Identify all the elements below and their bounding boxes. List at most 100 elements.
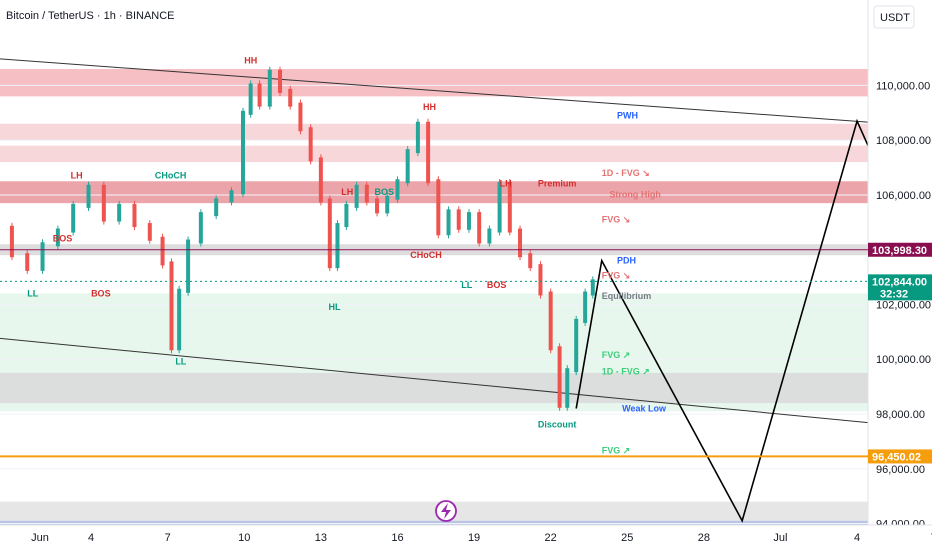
level-tag-current[interactable] [868,274,932,301]
candle-body [557,346,562,408]
candle-body [335,223,340,269]
zone-gray-support [0,372,868,404]
annotation-label: Discount [538,420,577,430]
trendline-1 [0,58,932,128]
annotation-label: LL [27,288,38,298]
y-tick-label: 98,000.00 [876,409,925,421]
zone-top-supply [0,69,868,97]
candle-body [583,291,588,323]
price-layer [9,66,595,411]
candle-body [477,212,482,244]
projection-layer [575,118,932,523]
annotation-label: LH [71,171,83,181]
candle-body [117,203,122,222]
annotation-label: HH [423,102,436,112]
x-tick-label: 25 [621,532,633,544]
x-tick-label: Jun [31,532,49,544]
y-tick-label: 110,000.00 [876,80,930,92]
currency-label: USDT [880,12,910,24]
annotation-label: CHoCH [155,171,187,181]
x-tick-label: 4 [88,532,94,544]
annotation-label: FVG ↘ [602,270,631,280]
x-tick-label: 16 [391,532,403,544]
annotation-label: LH [500,179,512,189]
lightning-icon[interactable] [435,500,457,522]
annotation-label: Strong High [609,190,661,200]
annotation-label: BOS [91,288,111,298]
candle-body [518,228,523,258]
candle-body [288,88,293,107]
candle-body [466,212,471,230]
x-tick-label: 7 [165,532,171,544]
candle-body [426,121,431,184]
time-axis[interactable]: Jun4710131619222528Jul471013 [31,532,932,544]
candle-body [354,184,359,208]
annotation-label: PDH [617,255,636,265]
zone-pwh-zone [0,123,868,141]
price-axis-bg[interactable] [868,0,932,525]
x-tick-label: 13 [315,532,327,544]
x-tick-label: 22 [545,532,557,544]
annotation-label: BOS [374,187,394,197]
candle-body [538,264,543,296]
x-tick-label: 7 [931,532,932,544]
candle-body [40,242,45,271]
candle-body [240,110,245,195]
level-tag-level-maroon[interactable] [868,242,932,257]
x-tick-label: 19 [468,532,480,544]
y-tick-label: 100,000.00 [876,354,931,366]
candle-body [364,184,369,203]
candle-body [318,157,323,203]
candle-body [147,223,152,241]
candle-body [160,236,165,266]
annotation-label: LL [461,280,472,290]
annotation-label: Weak Low [622,403,667,413]
annotation-label: LH [341,187,353,197]
candle-body [395,179,400,200]
candle-body [132,203,137,228]
annotation-label: 1D - FVG ↗ [602,366,650,376]
candle-body [9,225,14,258]
chart-title: Bitcoin / TetherUS · 1h · BINANCE [6,10,175,22]
y-tick-label: 96,000.00 [876,464,925,476]
candle-body [497,181,502,233]
annotations-layer: HH HH LH CHoCH LH BOS LH Premium 1D - FVG ↘ Stron… [27,56,667,456]
candle-body [446,209,451,236]
level-value-level-maroon: 103,998.30 [872,245,927,257]
candle-body [436,179,441,236]
candle-body [101,184,106,222]
y-tick-label: 102,000.00 [876,299,931,311]
annotation-label: BOS [487,280,507,290]
zone-fvg-1d [0,145,868,163]
annotation-label: LL [175,357,186,367]
candle-body [25,253,30,271]
candle-body [456,209,461,230]
candle-body [375,198,380,214]
candle-body [327,198,332,269]
candle-body [405,149,410,184]
annotation-label: PWH [617,110,638,120]
annotation-label: 1D - FVG ↘ [602,168,650,178]
x-tick-label: 28 [698,532,710,544]
level-countdown: 32:32 [880,288,908,300]
candle-body [248,83,253,115]
projection-path [575,118,932,523]
annotation-label: BOS [53,233,73,243]
time-axis-bg[interactable] [0,525,932,550]
candle-body [298,102,303,132]
annotation-label: Equilibrium [602,291,652,301]
level-tag-level-orange[interactable] [868,449,932,464]
annotation-label: HH [244,56,257,66]
candle-body [344,203,349,228]
candle-body [548,291,553,351]
currency-button[interactable] [873,5,915,29]
candle-body [574,318,579,373]
candle-body [169,261,174,351]
annotation-label: FVG ↗ [602,446,631,456]
zone-strong-high-zone [0,181,868,204]
candle-body [385,195,390,214]
candle-body [198,212,203,244]
candle-body [229,190,234,203]
candle-body [186,239,191,293]
